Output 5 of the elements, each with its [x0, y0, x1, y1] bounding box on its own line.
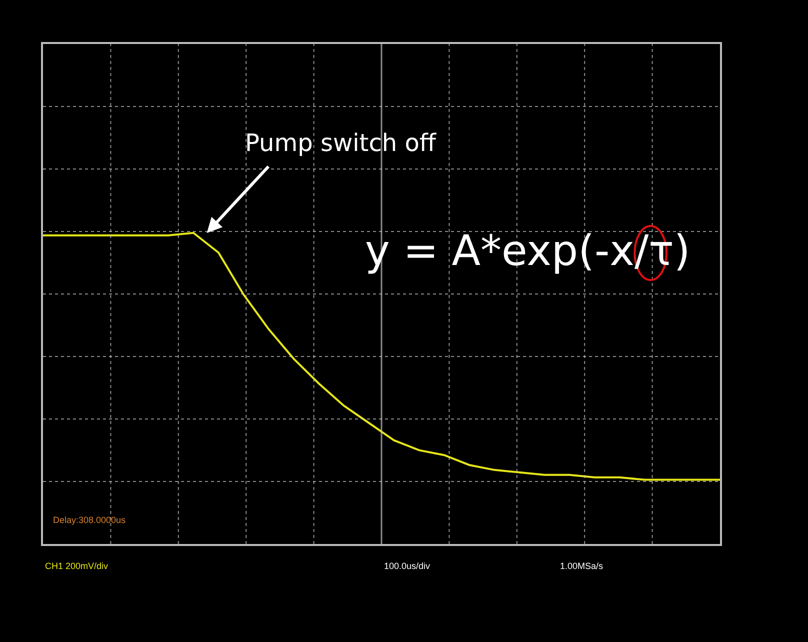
- text: Pump switch off: [245, 129, 436, 157]
- text: 1.00MSa/s: [560, 561, 604, 571]
- text: Delay:308.0000us: [53, 515, 126, 525]
- text: 100.0us/div: [384, 561, 431, 571]
- text: CH1 200mV/div: [45, 561, 109, 571]
